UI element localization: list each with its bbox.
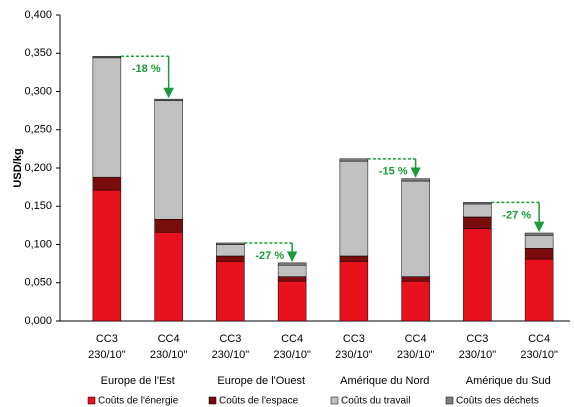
- x-tick-label: 230/10": [520, 349, 558, 361]
- bar-segment: [463, 203, 492, 218]
- x-tick-label: 230/10": [335, 349, 373, 361]
- x-tick-label: CC3: [96, 333, 118, 345]
- bar-segment: [277, 280, 307, 322]
- annotation: -27 %: [255, 250, 284, 262]
- x-tick-label: 230/10": [150, 349, 188, 361]
- bar-segment: [339, 160, 369, 257]
- bar-segment: [216, 261, 245, 322]
- legend-label: Coûts du travail: [341, 396, 410, 407]
- bar-segment: [154, 100, 183, 220]
- bar-segment: [277, 276, 307, 282]
- group-label: Europe de l'Ouest: [217, 375, 305, 387]
- y-tick-label: 0,300: [24, 85, 52, 97]
- x-tick-label: 230/10": [459, 349, 497, 361]
- y-tick-label: 0,150: [24, 200, 52, 212]
- bar-segment: [216, 255, 245, 262]
- bar-segment: [154, 219, 183, 233]
- x-tick-label: CC4: [281, 333, 303, 345]
- x-tick-label: 230/10": [212, 349, 250, 361]
- group-label: Amérique du Nord: [340, 375, 429, 387]
- bar-segment: [524, 232, 554, 236]
- y-tick-label: 0,350: [24, 47, 52, 59]
- annotation: -15 %: [379, 166, 408, 178]
- x-tick-label: CC3: [343, 333, 365, 345]
- y-tick-label: 0,050: [24, 277, 52, 289]
- x-tick-label: 230/10": [273, 349, 311, 361]
- legend-label: Coûts des déchets: [456, 396, 539, 407]
- bar-segment: [92, 176, 122, 191]
- bar-segment: [154, 232, 183, 322]
- x-tick-label: CC3: [466, 333, 488, 345]
- legend-swatch: [445, 396, 454, 405]
- bar-segment: [463, 228, 492, 322]
- y-tick-label: 0,200: [24, 162, 52, 174]
- y-axis-label: USD/kg: [12, 148, 24, 187]
- bar-segment: [92, 56, 122, 59]
- annotation: -18 %: [132, 63, 161, 75]
- bar-segment: [524, 258, 554, 322]
- y-tick-label: 0,250: [24, 124, 52, 136]
- bar-segment: [216, 244, 245, 257]
- y-tick-label: 0,400: [24, 9, 52, 21]
- y-tick-label: 0,100: [24, 238, 52, 250]
- bar-segment: [216, 242, 245, 245]
- legend-swatch: [87, 396, 96, 405]
- x-tick-label: CC4: [405, 333, 427, 345]
- annotation: -27 %: [502, 209, 531, 221]
- legend-swatch: [330, 396, 339, 405]
- bar-segment: [524, 235, 554, 249]
- y-tick-label: 0,000: [24, 315, 52, 327]
- bar-segment: [92, 57, 122, 178]
- bar-segment: [277, 264, 307, 277]
- bar-segment: [524, 248, 554, 260]
- bar-segment: [401, 180, 430, 277]
- legend-label: Coûts de l'espace: [219, 396, 299, 407]
- bar-segment: [463, 202, 492, 205]
- legend-swatch: [208, 396, 217, 405]
- bar-segment: [401, 280, 430, 322]
- group-label: Europe de l'Est: [101, 375, 175, 387]
- group-label: Amérique du Sud: [466, 375, 551, 387]
- x-tick-label: CC3: [219, 333, 241, 345]
- bar-segment: [401, 178, 430, 182]
- x-tick-label: 230/10": [88, 349, 126, 361]
- bar-segment: [339, 158, 369, 162]
- x-tick-label: CC4: [158, 333, 180, 345]
- x-tick-label: 230/10": [397, 349, 435, 361]
- bar-segment: [339, 255, 369, 262]
- bar-segment: [92, 189, 122, 322]
- bar-segment: [154, 98, 183, 101]
- bar-segment: [277, 262, 307, 266]
- bar-segment: [339, 261, 369, 322]
- bar-segment: [463, 216, 492, 229]
- bar-segment: [401, 276, 430, 282]
- legend-label: Coûts de l'énergie: [98, 396, 179, 407]
- x-tick-label: CC4: [528, 333, 550, 345]
